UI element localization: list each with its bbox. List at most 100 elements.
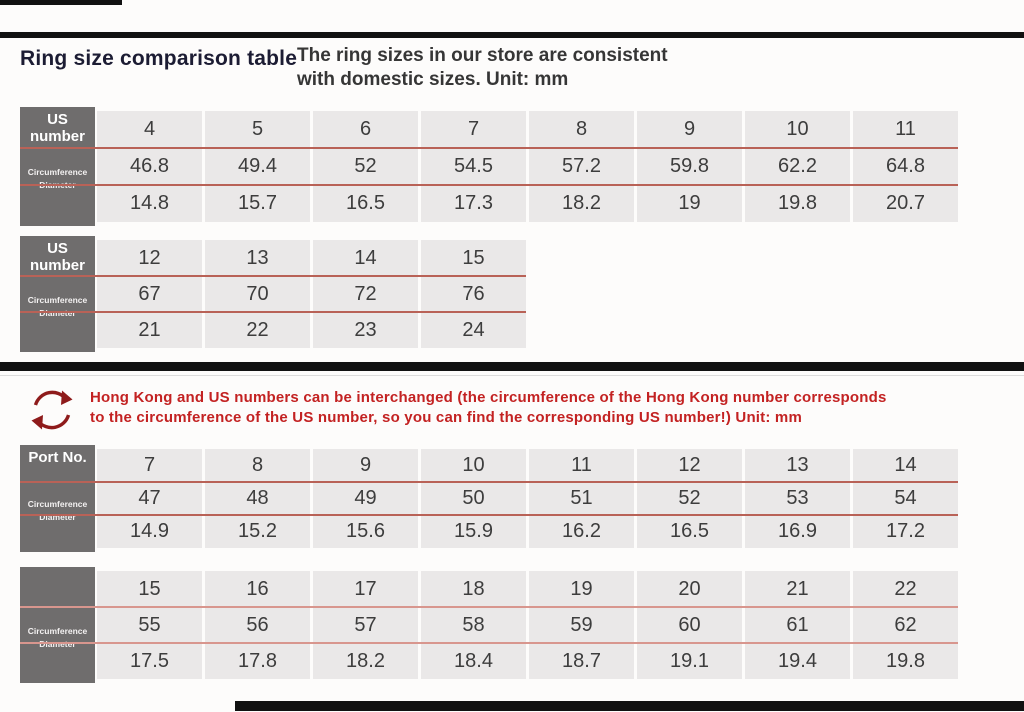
top-rule-bar [0, 32, 1024, 38]
size-cell: 22 [853, 571, 958, 607]
table-rows: 12 13 14 15 67 70 72 76 21 22 23 24 [97, 240, 529, 348]
diameter-label: Diameter [39, 511, 76, 522]
corner-label: Port No. [28, 449, 87, 466]
page-title: Ring size comparison table [20, 47, 298, 70]
circumference-cell: 64.8 [853, 148, 958, 185]
circumference-cell: 57.2 [529, 148, 634, 185]
circumference-cell: 54 [853, 482, 958, 515]
size-cell: 8 [529, 111, 634, 148]
table-row: 67 70 72 76 [97, 276, 529, 312]
diameter-cell: 22 [205, 312, 310, 348]
diameter-cell: 15.9 [421, 515, 526, 548]
size-cell: 4 [97, 111, 202, 148]
diameter-cell: 16.5 [637, 515, 742, 548]
diameter-cell: 17.3 [421, 185, 526, 222]
size-cell: 19 [529, 571, 634, 607]
diameter-cell: 17.2 [853, 515, 958, 548]
circumference-cell: 62.2 [745, 148, 850, 185]
table-row: 14.9 15.2 15.6 15.9 16.2 16.5 16.9 17.2 [97, 515, 961, 548]
size-cell: 8 [205, 449, 310, 482]
table-row: 55 56 57 58 59 60 61 62 [97, 607, 961, 643]
circumference-cell: 50 [421, 482, 526, 515]
table-corner-header: US number Circumference Diameter [20, 236, 95, 352]
diameter-cell: 21 [97, 312, 202, 348]
circumference-label: Circumference [27, 625, 88, 636]
table-row: 15 16 17 18 19 20 21 22 [97, 571, 961, 607]
diameter-cell: 15.7 [205, 185, 310, 222]
diameter-cell: 17.8 [205, 643, 310, 679]
size-cell: 12 [637, 449, 742, 482]
diameter-cell: 16.5 [313, 185, 418, 222]
diameter-cell: 23 [313, 312, 418, 348]
diameter-cell: 16.9 [745, 515, 850, 548]
corner-row-labels: Circumference Diameter [20, 294, 95, 320]
table-row: 17.5 17.8 18.2 18.4 18.7 19.1 19.4 19.8 [97, 643, 961, 679]
size-cell: 18 [421, 571, 526, 607]
size-cell: 6 [313, 111, 418, 148]
notice-line-2: to the circumference of the US number, s… [90, 409, 803, 426]
notice-line-1: Hong Kong and US numbers can be intercha… [90, 389, 887, 406]
diameter-cell: 19.1 [637, 643, 742, 679]
diameter-cell: 18.2 [529, 185, 634, 222]
table-rows: 15 16 17 18 19 20 21 22 55 56 57 58 59 60 61 62 17.5 17.8… [97, 571, 961, 679]
diameter-label: Diameter [20, 638, 95, 651]
circumference-cell: 70 [205, 276, 310, 312]
circumference-cell: 48 [205, 482, 310, 515]
table-row: 7 8 9 10 11 12 13 14 [97, 449, 961, 482]
table-rows: 4 5 6 7 8 9 10 11 46.8 49.4 52 54.5 57.2 59.8 62.2 64.8… [97, 111, 961, 222]
circumference-cell: 52 [313, 148, 418, 185]
size-cell: 21 [745, 571, 850, 607]
size-cell: 10 [421, 449, 526, 482]
table-row: 21 22 23 24 [97, 312, 529, 348]
circumference-cell: 51 [529, 482, 634, 515]
circumference-cell: 59.8 [637, 148, 742, 185]
diameter-cell: 15.2 [205, 515, 310, 548]
subtitle-line-1: The ring sizes in our store are consiste… [297, 45, 668, 66]
row-divider-line [20, 481, 958, 483]
circumference-label: Circumference [27, 294, 88, 305]
circumference-cell: 49.4 [205, 148, 310, 185]
size-cell: 17 [313, 571, 418, 607]
diameter-cell: 19.8 [745, 185, 850, 222]
table-row: 47 48 49 50 51 52 53 54 [97, 482, 961, 515]
circumference-cell: 59 [529, 607, 634, 643]
size-cell: 15 [97, 571, 202, 607]
us-size-table-1: US number CircumferenceDiameter4567891011… [20, 107, 961, 226]
diameter-cell: 19.8 [853, 643, 958, 679]
row-divider-line [20, 311, 526, 313]
circumference-cell: 57 [313, 607, 418, 643]
size-cell: 13 [205, 240, 310, 276]
size-cell: 11 [853, 111, 958, 148]
circumference-cell: 49 [313, 482, 418, 515]
size-cell: 20 [637, 571, 742, 607]
hk-size-table-1: Port No. Circumference Diameter 7 8 9 10 11 12 13… [20, 445, 961, 552]
diameter-label: Diameter [20, 307, 95, 320]
diameter-cell: 18.4 [421, 643, 526, 679]
diameter-cell: 18.2 [313, 643, 418, 679]
circumference-cell: 60 [637, 607, 742, 643]
circumference-cell: 76 [421, 276, 526, 312]
size-cell: 10 [745, 111, 850, 148]
us-size-table-2: US numberCircumferenceDiameter1213141567… [20, 236, 529, 352]
corner-label: US number [29, 240, 85, 274]
section-divider-bar [0, 362, 1024, 371]
size-cell: 7 [97, 449, 202, 482]
circumference-label: Circumference [27, 167, 88, 178]
row-divider-line [20, 275, 526, 277]
diameter-cell: 14.8 [97, 185, 202, 222]
diameter-cell: 18.7 [529, 643, 634, 679]
corner-row-labels: Circumference Diameter [20, 625, 95, 651]
diameter-cell: 19.4 [745, 643, 850, 679]
table-row: 4 5 6 7 8 9 10 11 [97, 111, 961, 148]
circumference-cell: 54.5 [421, 148, 526, 185]
diameter-cell: 24 [421, 312, 526, 348]
table-corner-header: Port No. Circumference Diameter [20, 445, 95, 552]
table-corner-header: US numberCircumferenceDiameter [20, 107, 95, 226]
circumference-cell: 67 [97, 276, 202, 312]
bottom-rule-bar [235, 701, 1024, 711]
table-corner-header: Circumference Diameter [20, 567, 95, 683]
diameter-cell: 19 [637, 185, 742, 222]
